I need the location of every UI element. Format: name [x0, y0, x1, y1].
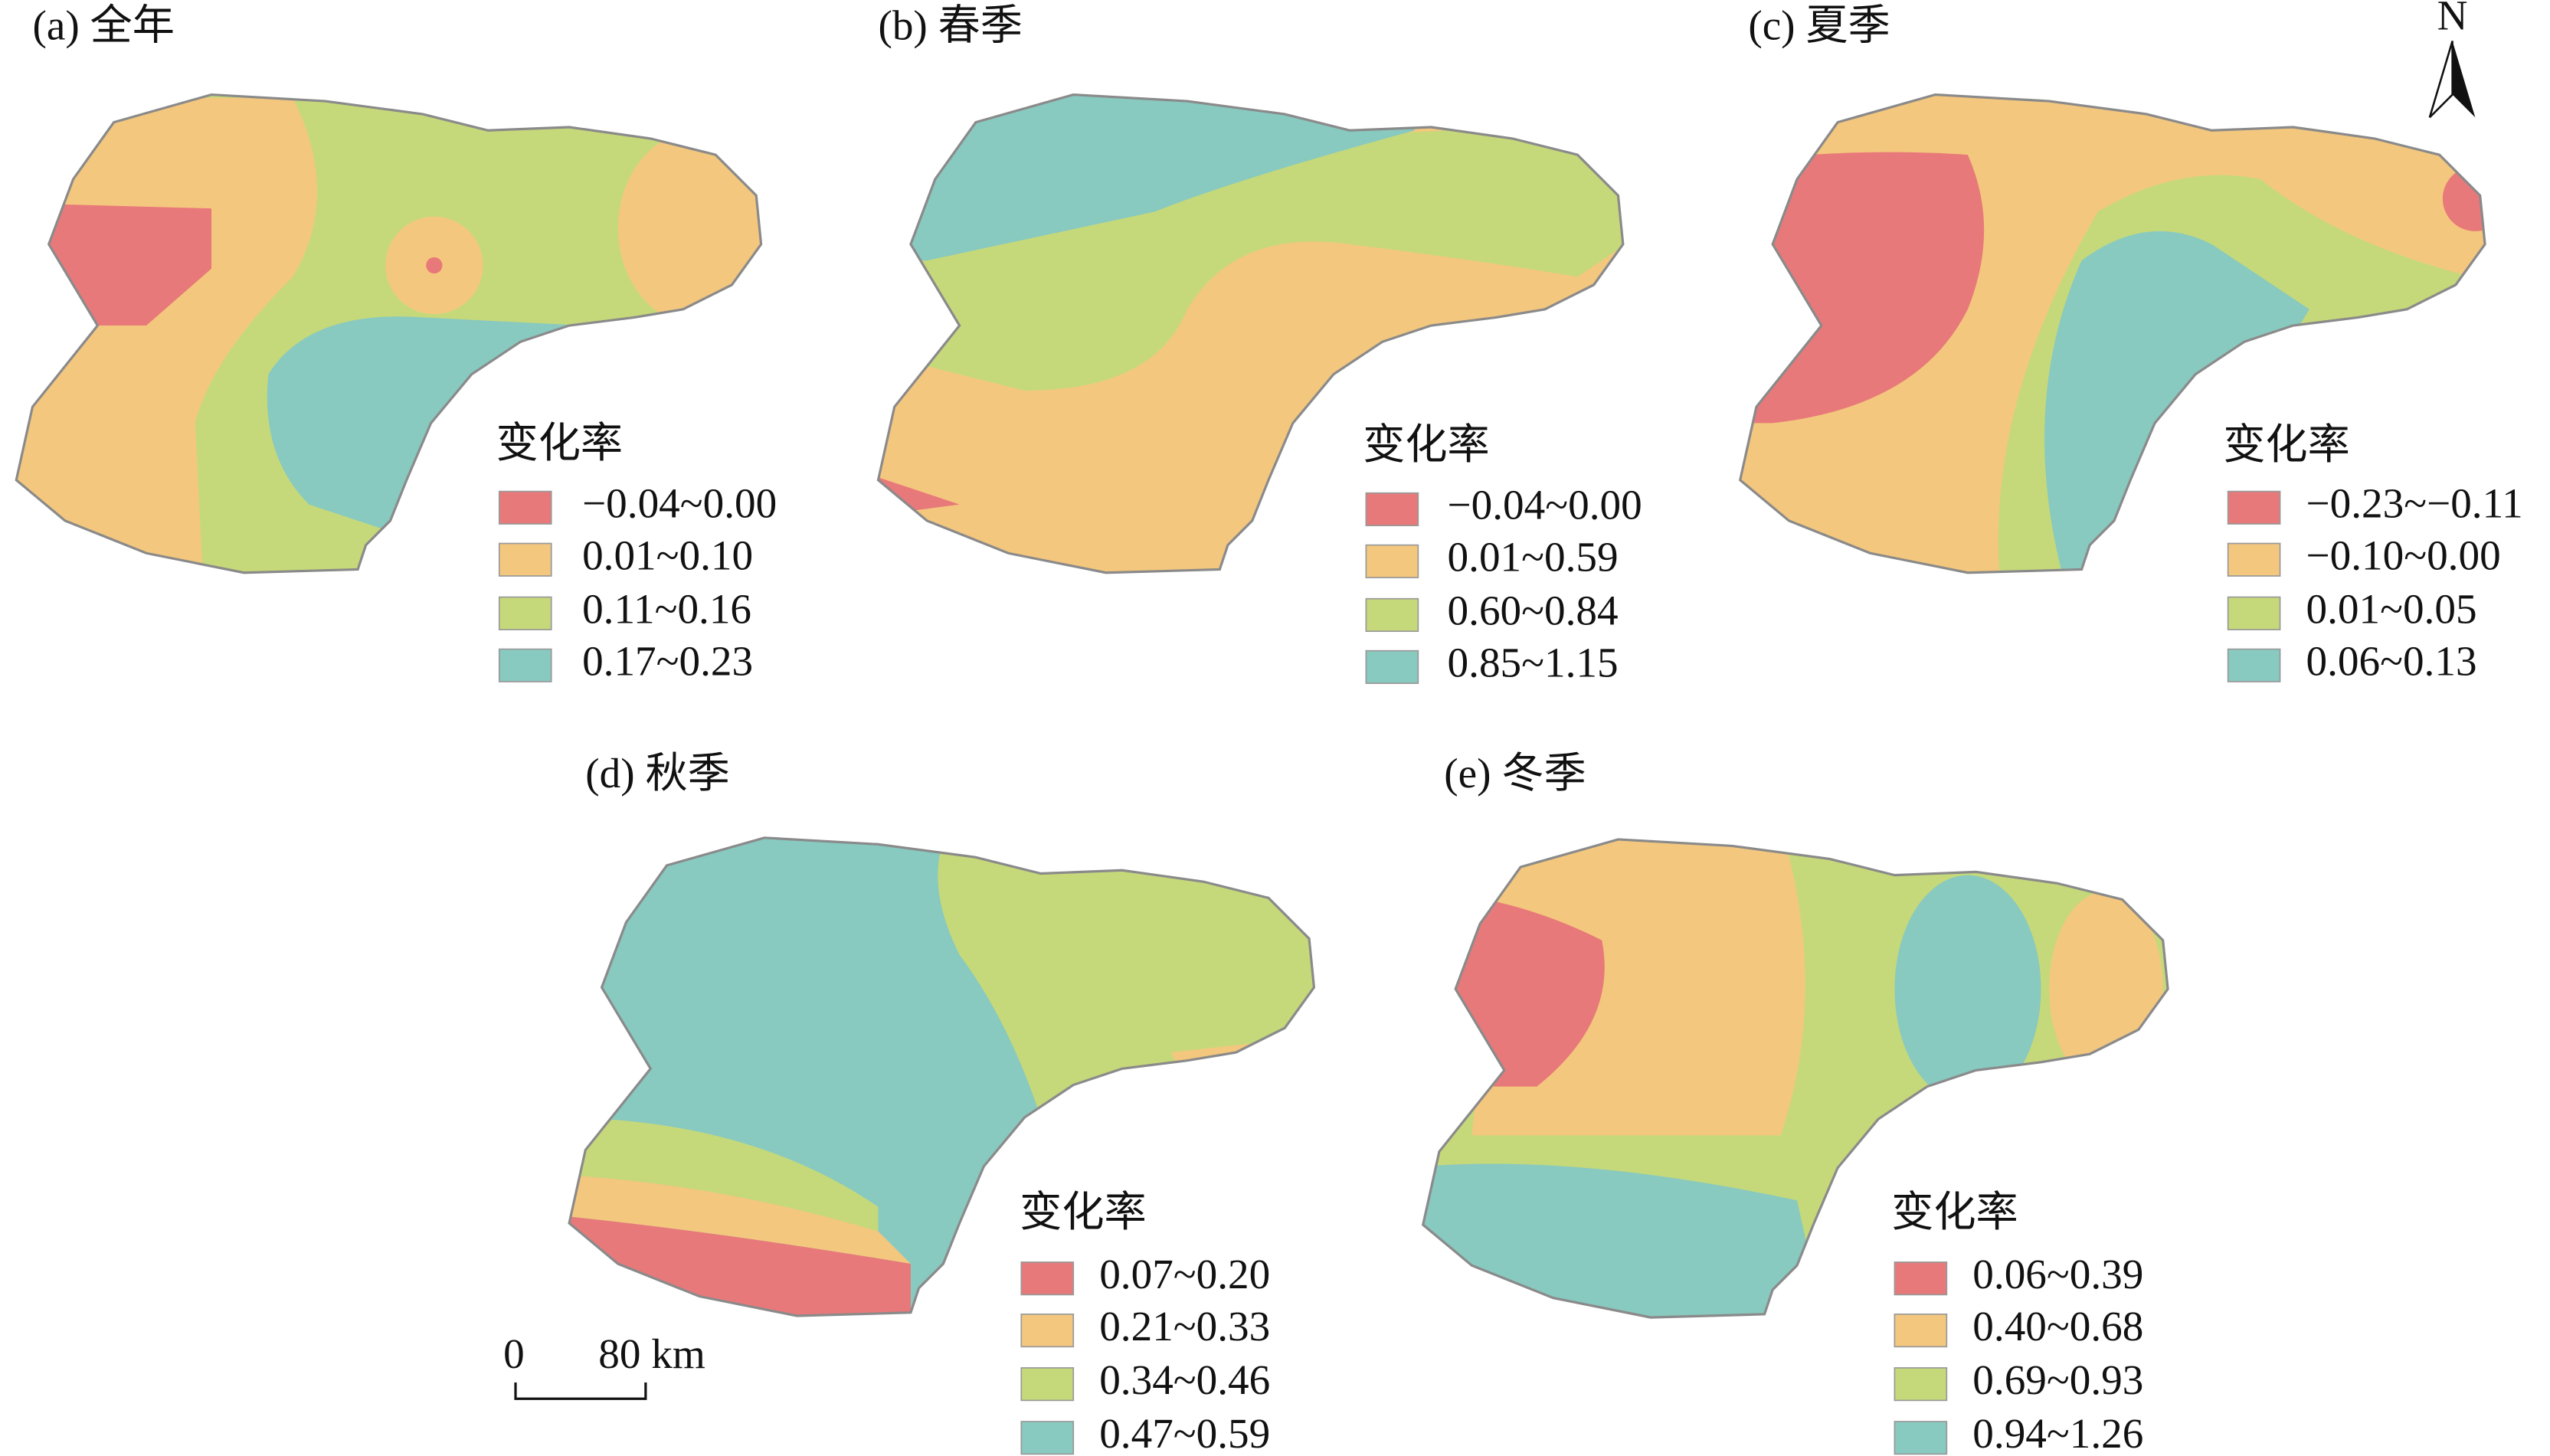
zone	[2044, 231, 2309, 573]
legend-swatch	[1894, 1367, 1948, 1402]
legend-label: −0.10~0.00	[2306, 532, 2501, 578]
legend-label: 0.01~0.10	[582, 532, 753, 578]
legend-swatch	[498, 490, 552, 525]
panel-title: (d) 秋季	[585, 750, 730, 797]
legend-swatch	[498, 648, 552, 682]
legend-title: 变化率	[1020, 1189, 1147, 1235]
zone	[617, 130, 761, 326]
legend-title: 变化率	[496, 420, 624, 466]
legend-label: 0.60~0.84	[1448, 587, 1619, 634]
legend-label: 0.40~0.68	[1972, 1303, 2143, 1350]
legend-swatch	[2227, 648, 2281, 682]
legend-swatch	[498, 596, 552, 630]
legend-label: 0.34~0.46	[1099, 1356, 1270, 1403]
panel-title: (a) 全年	[32, 2, 174, 48]
legend-label: 0.11~0.16	[582, 585, 751, 632]
legend-label: −0.04~0.00	[582, 479, 777, 526]
legend-swatch	[1894, 1421, 1948, 1455]
legend-label: 0.01~0.59	[1448, 534, 1619, 581]
legend-swatch	[498, 542, 552, 577]
legend-label: 0.21~0.33	[1099, 1303, 1270, 1350]
legend-swatch	[2227, 490, 2281, 525]
zone	[2442, 165, 2486, 231]
legend-swatch	[1365, 492, 1419, 527]
legend-label: 0.94~1.26	[1972, 1410, 2143, 1456]
legend-label: −0.23~−0.11	[2306, 479, 2523, 526]
legend-swatch	[1020, 1421, 1075, 1455]
zone	[2146, 1016, 2169, 1066]
legend-label: 0.07~0.20	[1099, 1251, 1270, 1297]
legend-swatch	[2227, 542, 2281, 577]
zone	[878, 94, 1416, 261]
zone	[1894, 875, 2041, 1103]
zone	[569, 1117, 879, 1232]
panel-title: (c) 夏季	[1748, 2, 1890, 48]
legend-swatch	[1365, 544, 1419, 578]
legend-title: 变化率	[1891, 1189, 2018, 1235]
zone	[426, 257, 443, 274]
panel-title: (e) 冬季	[1444, 750, 1586, 797]
panel-title: (b) 春季	[878, 2, 1023, 48]
legend-label: 0.85~1.15	[1448, 640, 1619, 686]
legend-label: 0.47~0.59	[1099, 1410, 1270, 1456]
legend-swatch	[2227, 596, 2281, 630]
legend-title: 变化率	[1363, 421, 1490, 468]
zone	[938, 837, 1314, 1117]
legend-swatch	[1365, 597, 1419, 633]
scale-label: 0	[503, 1330, 525, 1377]
scale-bar	[514, 1382, 647, 1400]
north-arrow	[2428, 41, 2453, 119]
zone	[569, 1174, 911, 1265]
legend-swatch	[1020, 1261, 1075, 1296]
north-arrow	[2452, 41, 2476, 118]
legend-swatch	[1020, 1314, 1075, 1348]
legend-swatch	[1894, 1261, 1948, 1296]
legend-label: 0.06~0.39	[1972, 1251, 2143, 1297]
legend-title: 变化率	[2223, 421, 2350, 468]
north-label: N	[2437, 0, 2468, 39]
legend-label: −0.04~0.00	[1448, 482, 1642, 528]
scale-label: 80 km	[598, 1330, 705, 1377]
legend-label: 0.69~0.93	[1972, 1356, 2143, 1403]
legend-label: 0.06~0.13	[2306, 637, 2477, 684]
legend-swatch	[1894, 1314, 1948, 1348]
legend-swatch	[1365, 649, 1419, 684]
legend-label: 0.17~0.23	[582, 637, 753, 684]
legend-swatch	[1020, 1367, 1075, 1402]
legend-label: 0.01~0.05	[2306, 585, 2477, 632]
